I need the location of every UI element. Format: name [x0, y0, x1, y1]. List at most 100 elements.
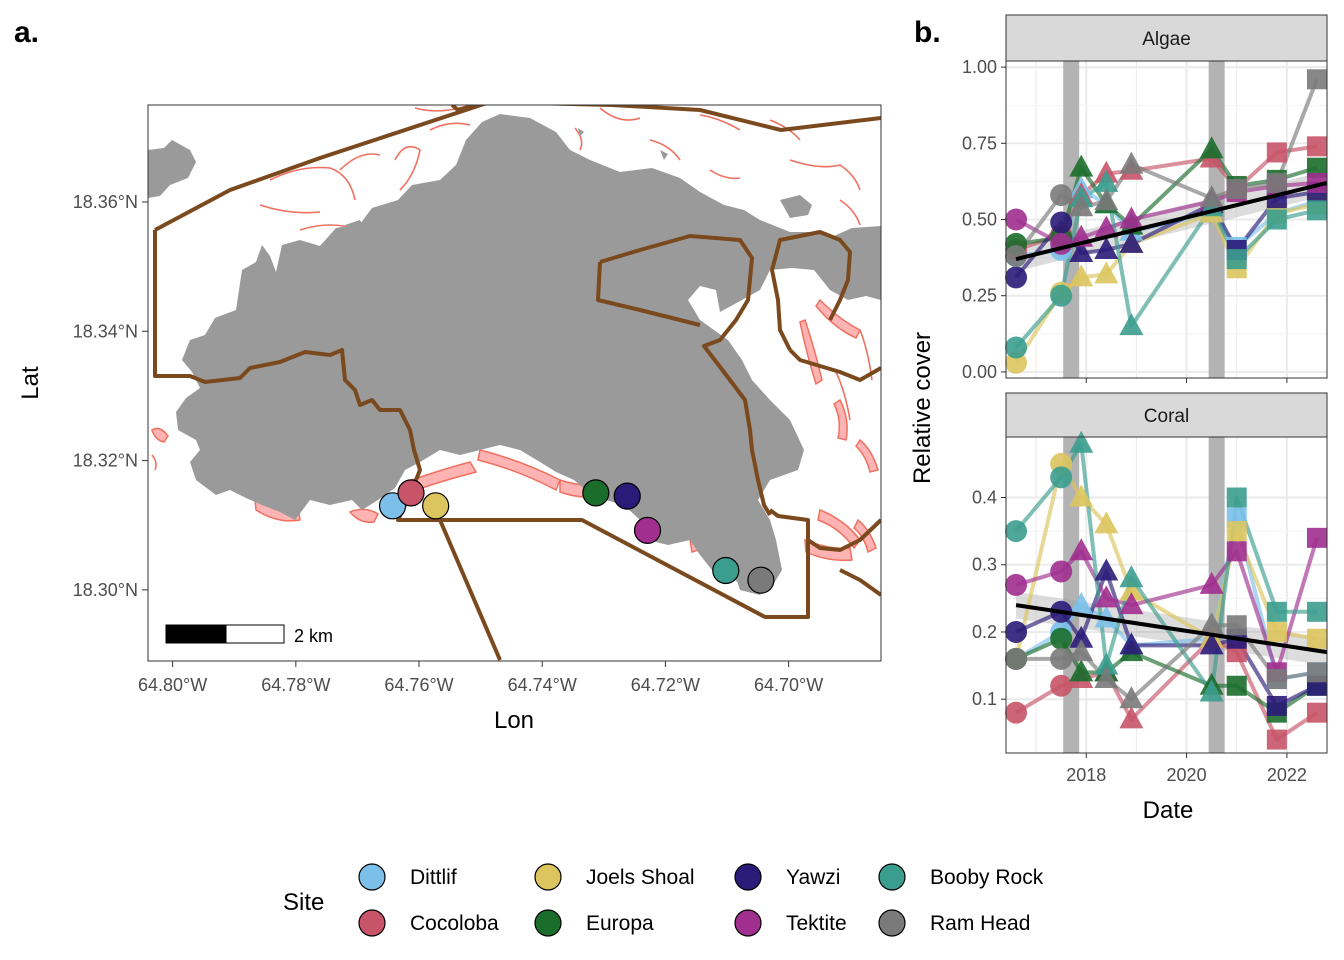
data-point-europa	[1069, 154, 1094, 177]
data-point-ram-head	[1119, 686, 1144, 709]
data-point-yawzi	[1119, 632, 1144, 655]
y-tick-label: 0.00	[962, 362, 997, 382]
site-point-ram-head	[747, 566, 775, 594]
data-point-ram-head	[1226, 179, 1247, 200]
strip-label-algae: Algae	[1142, 29, 1191, 50]
data-point-tektite	[1094, 215, 1119, 238]
legend-swatch-booby-rock	[878, 863, 906, 891]
data-point-europa	[1306, 157, 1327, 178]
map-y-tick-label: 18.30°N	[73, 580, 138, 600]
y-tick-label: 0.75	[962, 133, 997, 153]
y-tick-label: 0.4	[972, 488, 997, 508]
data-point-tektite	[1005, 208, 1028, 231]
data-point-joels-shoal	[1069, 484, 1094, 507]
legend-swatch-ram-head	[878, 909, 906, 937]
legend: Site Dittlif Cocoloba Joels Shoal Europa Yaw…	[283, 863, 1044, 937]
y-tick-label: 1.00	[962, 57, 997, 77]
site-point-joels-shoal	[422, 492, 450, 520]
legend-swatch-tektite	[734, 909, 762, 937]
legend-swatch-europa	[534, 909, 562, 937]
map-x-tick-label: 64.72°W	[631, 675, 700, 695]
y-tick-label: 0.3	[972, 555, 997, 575]
data-point-joels-shoal	[1094, 261, 1119, 284]
map-x-tick-label: 64.78°W	[261, 675, 330, 695]
map-x-tick-label: 64.80°W	[138, 675, 207, 695]
data-point-booby-rock	[1050, 466, 1073, 489]
data-point-booby-rock	[1119, 313, 1144, 336]
data-point-ram-head	[1266, 172, 1287, 193]
site-point-europa	[582, 479, 610, 507]
map-border	[147, 104, 882, 662]
panel-b-label: b.	[914, 16, 941, 49]
data-point-booby-rock	[1119, 565, 1144, 588]
legend-label-dittlif: Dittlif	[410, 866, 457, 889]
map-x-tick-label: 64.76°W	[384, 675, 453, 695]
data-point-yawzi	[1094, 236, 1119, 259]
data-point-ram-head	[1005, 245, 1028, 268]
strip-label-coral: Coral	[1144, 406, 1189, 427]
legend-label-europa: Europa	[586, 912, 654, 935]
strip-algae	[1005, 14, 1328, 62]
data-point-cocoloba	[1306, 136, 1327, 157]
data-point-tektite	[1050, 560, 1073, 583]
data-point-ram-head	[1199, 612, 1224, 635]
data-point-yawzi	[1005, 620, 1028, 643]
legend-title: Site	[283, 889, 324, 916]
data-point-booby-rock	[1306, 200, 1327, 221]
data-point-dittlif	[1069, 592, 1094, 615]
data-point-booby-rock	[1306, 601, 1327, 622]
legend-label-tektite: Tektite	[786, 912, 847, 935]
data-point-ram-head	[1306, 662, 1327, 683]
facet-algae: Algae 0.00 0.25 0.50 0.75 1.00	[962, 14, 1328, 383]
data-point-yawzi	[1199, 632, 1224, 655]
site-point-booby-rock	[712, 556, 740, 585]
data-point-yawzi	[1069, 240, 1094, 263]
data-point-ram-head	[1306, 69, 1327, 90]
map-x-label: Lon	[494, 707, 534, 734]
legend-label-ram-head: Ram Head	[930, 912, 1030, 935]
data-point-booby-rock	[1094, 169, 1119, 192]
data-point-booby-rock	[1266, 209, 1287, 230]
data-point-booby-rock	[1199, 679, 1224, 702]
ts-x-label: Date	[1143, 797, 1194, 824]
data-point-joels-shoal	[1005, 351, 1028, 374]
legend-swatch-dittlif	[358, 863, 386, 891]
site-point-cocoloba	[397, 479, 425, 507]
plot-border-coral	[1005, 436, 1328, 754]
data-point-booby-rock	[1226, 487, 1247, 508]
data-point-ram-head	[1050, 184, 1073, 207]
data-point-yawzi	[1005, 266, 1028, 289]
scale-bar-light	[225, 624, 285, 644]
data-point-yawzi	[1050, 211, 1073, 234]
site-point-yawzi	[613, 482, 641, 510]
legend-items: Dittlif Cocoloba Joels Shoal Europa Yawzi Tek…	[358, 863, 1044, 937]
map-x-axis: 64.80°W 64.78°W 64.76°W 64.74°W 64.72°W 64.70…	[138, 661, 823, 695]
data-point-booby-rock	[1050, 284, 1073, 307]
map-y-tick-label: 18.36°N	[73, 192, 138, 212]
data-point-cocoloba	[1050, 674, 1073, 697]
map-y-label: Lat	[17, 366, 44, 400]
data-point-ram-head	[1069, 639, 1094, 662]
data-point-booby-rock	[1266, 601, 1287, 622]
data-point-cocoloba	[1266, 142, 1287, 163]
scale-bar: 2 km	[165, 624, 333, 646]
data-point-ram-head	[1005, 647, 1028, 670]
data-point-joels-shoal	[1094, 511, 1119, 534]
legend-label-joels-shoal: Joels Shoal	[586, 866, 695, 889]
map-sites	[378, 479, 775, 594]
data-point-tektite	[1226, 541, 1247, 562]
strip-coral	[1005, 392, 1328, 438]
legend-label-yawzi: Yawzi	[786, 866, 840, 889]
trend-line	[1015, 180, 1328, 262]
data-point-booby-rock	[1005, 520, 1028, 543]
data-point-cocoloba	[1266, 729, 1287, 750]
legend-label-booby-rock: Booby Rock	[930, 866, 1044, 889]
data-point-booby-rock	[1094, 652, 1119, 675]
trend-line	[1015, 603, 1328, 655]
x-tick-label: 2022	[1267, 765, 1307, 785]
data-point-europa	[1050, 627, 1073, 650]
panel-b: b. Algae 0.00 0.25 0.50 0.75 1.00 Coral 0.1 0.2…	[909, 14, 1328, 824]
data-point-ram-head	[1199, 185, 1224, 208]
map-y-tick-label: 18.34°N	[73, 321, 138, 341]
map-x-tick-label: 64.70°W	[754, 675, 823, 695]
